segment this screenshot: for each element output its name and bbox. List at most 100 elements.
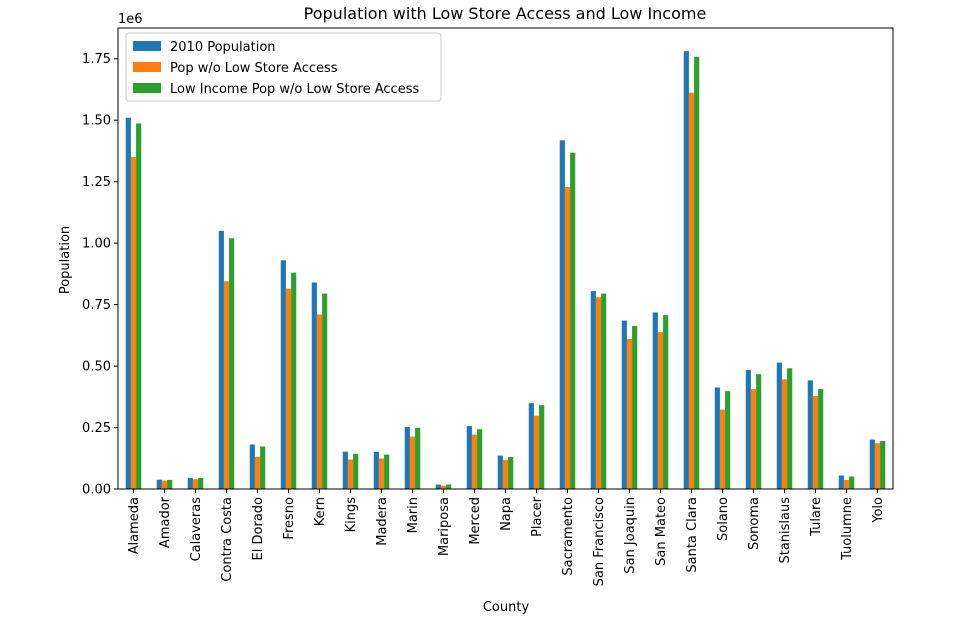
bar — [322, 293, 328, 489]
x-tick-label: Tuolumne — [840, 497, 855, 561]
bar — [373, 451, 379, 489]
y-tick-label: 0.00 — [82, 483, 111, 498]
x-tick-label: Kings — [344, 497, 359, 533]
bar — [497, 455, 503, 489]
bar — [136, 123, 142, 490]
legend-label: 2010 Population — [170, 40, 276, 55]
bar — [384, 454, 390, 489]
x-tick-label: El Dorado — [251, 497, 266, 560]
legend-label: Pop w/o Low Store Access — [170, 61, 338, 76]
x-tick-label: Placer — [530, 496, 545, 537]
x-tick-label: Santa Clara — [685, 497, 700, 573]
x-tick-label: Marin — [406, 497, 421, 533]
y-tick-label: 1.00 — [82, 237, 111, 252]
bar — [167, 479, 173, 489]
x-tick-label: San Mateo — [654, 497, 669, 566]
y-tick-label: 0.50 — [82, 360, 111, 375]
x-tick-label: Yolo — [871, 497, 886, 524]
bar — [626, 339, 633, 489]
bar — [745, 370, 751, 489]
bar — [880, 441, 886, 489]
series-1 — [125, 51, 875, 490]
x-tick-label: Tulare — [809, 497, 824, 537]
bar — [657, 332, 664, 489]
bar — [471, 434, 478, 489]
y-tick-label: 0.75 — [82, 298, 111, 313]
x-axis-label: County — [483, 600, 530, 615]
bar — [694, 56, 700, 490]
bar — [559, 140, 565, 490]
x-tick-label: Sonoma — [747, 497, 762, 550]
bar — [342, 451, 348, 489]
legend-swatch — [133, 41, 161, 51]
bar — [125, 117, 131, 490]
legend-label: Low Income Pop w/o Low Store Access — [170, 82, 419, 97]
legend-swatch — [133, 83, 161, 93]
bar — [446, 484, 452, 489]
x-tick-label: Solano — [716, 497, 731, 541]
y-tick-label: 1.50 — [82, 114, 111, 129]
bar — [260, 446, 266, 489]
bar — [404, 427, 410, 489]
x-tick-label: San Joaquin — [623, 497, 638, 574]
bar — [156, 479, 162, 489]
bar — [347, 459, 354, 489]
bar — [311, 282, 317, 489]
bar — [229, 238, 235, 489]
bar — [756, 374, 762, 489]
bar — [787, 368, 793, 489]
bar — [683, 51, 689, 490]
x-tick-label: Kern — [313, 497, 328, 526]
bar — [285, 288, 292, 489]
bar — [750, 389, 757, 489]
y-tick-label: 1.25 — [82, 175, 111, 190]
y-axis-label: Population — [58, 226, 73, 294]
bar — [564, 187, 571, 489]
x-tick-label: Amador — [158, 496, 173, 548]
x-tick-label: Sacramento — [561, 497, 576, 576]
bar — [874, 443, 881, 489]
bar — [621, 320, 627, 489]
bar — [818, 388, 824, 489]
bar — [223, 281, 230, 489]
bar — [719, 409, 726, 489]
legend: 2010 Population Pop w/o Low Store Access L… — [125, 32, 442, 102]
bar — [249, 444, 255, 489]
bar — [812, 396, 819, 489]
bar — [539, 405, 545, 489]
bar — [378, 458, 385, 489]
bar — [435, 484, 441, 489]
bar — [502, 459, 509, 489]
x-tick-label: Fresno — [282, 497, 297, 540]
x-tick-label: Stanislaus — [778, 497, 793, 564]
series-3 — [136, 56, 886, 490]
chart-title: Population with Low Store Access and Low… — [304, 4, 707, 23]
bar — [291, 272, 297, 489]
x-tick-label: Calaveras — [189, 497, 204, 562]
bar — [807, 380, 813, 489]
bar — [477, 429, 483, 489]
bar — [590, 291, 596, 489]
bar — [781, 379, 788, 489]
bar — [570, 152, 576, 489]
bar — [595, 297, 602, 489]
y-offset-label: 1e6 — [118, 12, 143, 27]
bar — [466, 426, 472, 489]
bar — [528, 403, 534, 489]
bar — [192, 479, 199, 489]
bar — [198, 477, 204, 489]
x-tick-label: Madera — [375, 497, 390, 546]
bar — [725, 391, 731, 489]
bar — [652, 312, 658, 489]
bar — [632, 325, 638, 489]
x-tick-label: San Francisco — [592, 497, 607, 586]
bar — [843, 479, 850, 489]
bar — [161, 480, 168, 489]
y-tick-label: 0.25 — [82, 421, 111, 436]
bar — [316, 314, 323, 489]
bar — [869, 439, 875, 489]
x-tick-label: Contra Costa — [220, 497, 235, 582]
bar — [776, 362, 782, 489]
